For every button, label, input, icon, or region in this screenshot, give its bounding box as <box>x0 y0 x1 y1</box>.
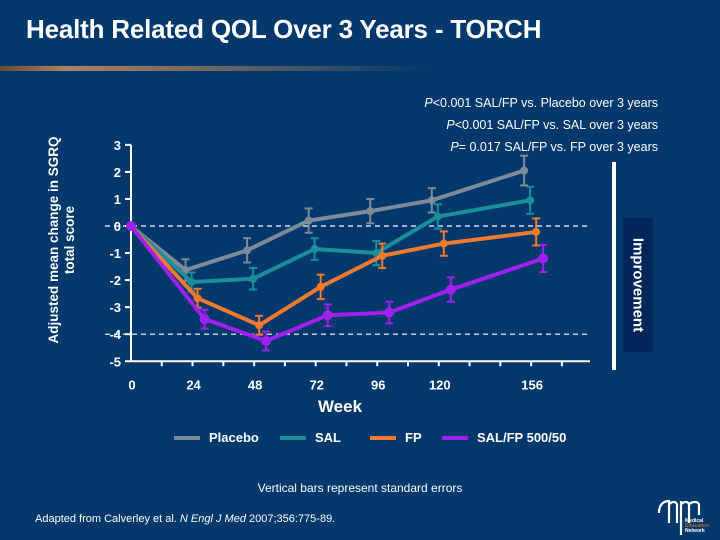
logo-text-line: Education <box>685 523 709 529</box>
footnote: Vertical bars represent standard errors <box>257 481 463 495</box>
data-point <box>187 277 196 286</box>
data-point <box>532 227 541 236</box>
x-tick-label: 156 <box>521 377 543 392</box>
series-sal-fp-500-50 <box>126 221 549 352</box>
medical-education-network-logo: Medical Education Network <box>657 499 709 535</box>
improvement-label: Improvement <box>629 237 647 333</box>
pvalue-text: <0.001 SAL/FP vs. Placebo over 3 years <box>432 96 658 110</box>
data-point <box>427 196 436 205</box>
source-citation: Adapted from Calverley et al. N Engl J M… <box>35 513 335 525</box>
pvalue-note-2: P<0.001 SAL/FP vs. SAL over 3 years <box>446 118 658 132</box>
source-suffix: 2007;356:775-89. <box>245 513 336 525</box>
source-prefix: Adapted from Calverley et al. <box>35 513 180 525</box>
logo-text-line: Network <box>685 528 705 534</box>
improvement-box <box>623 218 653 352</box>
data-point <box>255 321 264 330</box>
data-point <box>243 246 252 255</box>
data-point <box>520 166 529 175</box>
data-point <box>310 244 319 253</box>
data-point <box>261 335 272 346</box>
data-point <box>304 216 313 225</box>
data-point <box>445 284 456 295</box>
pvalue-note-1: P<0.001 SAL/FP vs. Placebo over 3 years <box>424 96 658 110</box>
data-point <box>384 307 395 318</box>
series-sal <box>127 185 535 293</box>
data-point <box>439 239 448 248</box>
pvalue-note-3: P= 0.017 SAL/FP vs. FP over 3 years <box>450 140 658 154</box>
series-line <box>129 168 525 273</box>
legend-swatch-fp <box>370 435 396 440</box>
series-placebo <box>127 154 529 282</box>
x-tick-label: 48 <box>248 377 262 392</box>
x-tick-label: 0 <box>128 377 135 392</box>
data-point <box>372 249 381 258</box>
legend-label: SAL <box>315 430 341 445</box>
pvalue-text: <0.001 SAL/FP vs. SAL over 3 years <box>454 118 658 132</box>
x-tick-label: 120 <box>429 377 451 392</box>
legend-item-salfp: SAL/FP 500/50 <box>442 430 566 445</box>
x-tick-label: 96 <box>371 377 385 392</box>
data-point <box>199 314 210 325</box>
pvalue-text: = 0.017 SAL/FP vs. FP over 3 years <box>458 140 658 154</box>
title-underline <box>0 66 430 71</box>
legend-label: Placebo <box>209 430 259 445</box>
legend-item-sal: SAL <box>280 430 341 445</box>
data-point <box>433 212 442 221</box>
y-tick-label: 2 <box>114 165 121 180</box>
data-point <box>322 310 333 321</box>
improvement-arrow <box>612 162 616 370</box>
p-symbol: P <box>424 96 433 110</box>
legend-swatch-placebo <box>174 435 200 440</box>
x-axis-label: Week <box>318 397 363 416</box>
data-point <box>378 251 387 260</box>
p-symbol: P <box>446 118 455 132</box>
source-journal: N Engl J Med <box>179 513 246 525</box>
data-point <box>538 253 549 264</box>
data-point <box>126 221 136 231</box>
y-tick-label: -2 <box>109 273 121 288</box>
legend-swatch-sal <box>280 435 306 440</box>
data-point <box>193 294 202 303</box>
data-point <box>316 282 325 291</box>
series-fp <box>127 217 541 336</box>
legend-label: SAL/FP 500/50 <box>477 430 567 445</box>
x-tick-label: 24 <box>186 377 201 392</box>
y-tick-label: -3 <box>109 300 121 315</box>
legend-item-placebo: Placebo <box>174 430 259 445</box>
data-point <box>526 196 535 205</box>
y-tick-label: -5 <box>109 354 121 369</box>
logo-text-line: Medical <box>685 518 704 524</box>
y-tick-label: -1 <box>109 246 121 261</box>
y-tick-label: 3 <box>114 138 121 153</box>
slide-title: Health Related QOL Over 3 Years - TORCH <box>26 14 542 44</box>
data-point <box>249 274 258 283</box>
legend-label: FP <box>405 430 422 445</box>
y-tick-label: 0 <box>114 219 121 234</box>
x-tick-label: 72 <box>309 377 323 392</box>
y-tick-label: 1 <box>114 192 121 207</box>
y-tick-label: -4 <box>109 327 121 342</box>
p-symbol: P <box>450 140 459 154</box>
legend-swatch-salfp <box>442 435 468 440</box>
data-point <box>366 207 375 216</box>
legend-item-fp: FP <box>370 430 422 445</box>
